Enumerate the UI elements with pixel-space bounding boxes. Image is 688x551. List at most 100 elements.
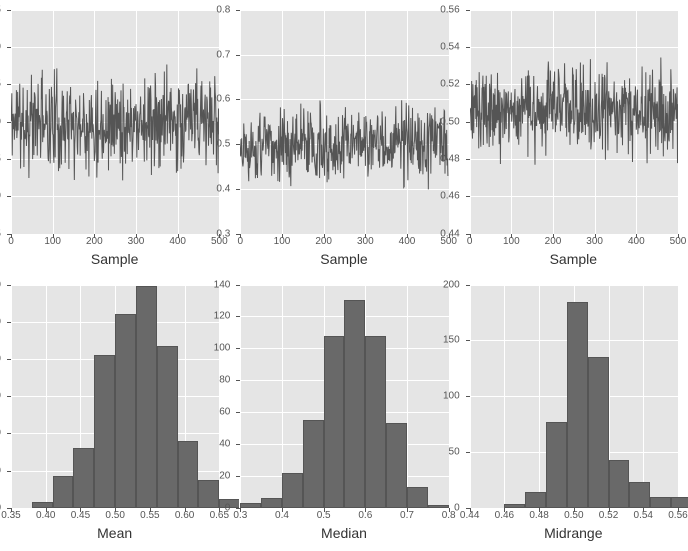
xlabel: Midrange (469, 525, 678, 541)
xtick-label: 0.40 (36, 510, 55, 521)
plot-area: 0.30.40.50.60.70.80100200300400500 (239, 10, 448, 235)
ytick-label: 0.48 (440, 153, 459, 164)
bar (198, 480, 219, 508)
ytick-label: 140 (214, 279, 231, 290)
histogram-bars (470, 285, 678, 509)
xtick-label: 0.7 (400, 510, 414, 521)
bar (261, 498, 282, 508)
xtick-label: 0.5 (317, 510, 331, 521)
xtick-label: 0.45 (71, 510, 90, 521)
bar (53, 476, 74, 508)
ytick-label: 0.56 (440, 5, 459, 16)
ytick-label: 0.5 (216, 139, 230, 150)
xtick-label: 0.46 (495, 510, 514, 521)
ytick-label: 80 (219, 375, 230, 386)
ytick-label: 100 (0, 316, 1, 327)
ytick-label: 0.3 (216, 228, 230, 239)
bar (407, 487, 428, 508)
ytick-label: 0.7 (216, 49, 230, 60)
ytick-label: 0.45 (0, 153, 1, 164)
bar (240, 503, 261, 508)
xtick-label: 400 (169, 236, 186, 247)
ytick-label: 0.54 (440, 42, 459, 53)
xtick-label: 0.3 (233, 510, 247, 521)
panel-2: 0.440.460.480.500.520.540.56010020030040… (469, 10, 678, 267)
ytick-label: 20 (0, 465, 1, 476)
bar (136, 286, 157, 508)
bar (386, 423, 407, 508)
xtick-label: 0.35 (1, 510, 20, 521)
bar (671, 497, 688, 508)
bar (282, 473, 303, 508)
xtick-label: 0.50 (105, 510, 124, 521)
xtick-label: 100 (503, 236, 520, 247)
xtick-label: 0.60 (175, 510, 194, 521)
xtick-label: 500 (670, 236, 687, 247)
xtick-label: 0 (8, 236, 14, 247)
ytick-label: 100 (443, 391, 460, 402)
line-series (240, 10, 448, 234)
plot-area: 0.350.400.450.500.550.600.65010020030040… (10, 10, 219, 235)
chart-grid: 0.350.400.450.500.550.600.65010020030040… (10, 10, 678, 541)
bar (588, 357, 609, 508)
ytick-label: 50 (449, 447, 460, 458)
plot-area: 0204060801001200.350.400.450.500.550.600… (10, 285, 219, 510)
bar (546, 422, 567, 508)
ytick-label: 0.4 (216, 183, 230, 194)
xtick-label: 300 (586, 236, 603, 247)
bar (157, 346, 178, 508)
panel-3: 0204060801001200.350.400.450.500.550.600… (10, 285, 219, 542)
ytick-label: 60 (0, 391, 1, 402)
bar (303, 420, 324, 508)
bar (324, 336, 345, 508)
bar (344, 300, 365, 508)
xtick-label: 300 (128, 236, 145, 247)
ytick-label: 0.35 (0, 228, 1, 239)
ytick-label: 100 (214, 343, 231, 354)
bar (525, 492, 546, 508)
plot-area: 0204060801001201400.30.40.50.60.70.8 (239, 285, 448, 510)
panel-0: 0.350.400.450.500.550.600.65010020030040… (10, 10, 219, 267)
plot-area: 0.440.460.480.500.520.540.56010020030040… (469, 10, 678, 235)
xtick-label: 0 (238, 236, 244, 247)
ytick-label: 120 (0, 279, 1, 290)
xtick-label: 0.4 (275, 510, 289, 521)
ytick-label: 0.8 (216, 5, 230, 16)
xtick-label: 200 (545, 236, 562, 247)
bar (428, 505, 449, 508)
ytick-label: 0 (225, 503, 231, 514)
xtick-label: 0.55 (140, 510, 159, 521)
xtick-label: 300 (357, 236, 374, 247)
xtick-label: 200 (315, 236, 332, 247)
xtick-label: 0.52 (599, 510, 618, 521)
bar (650, 497, 671, 508)
xtick-label: 400 (628, 236, 645, 247)
xlabel: Sample (239, 251, 448, 267)
xlabel: Mean (10, 525, 219, 541)
panel-1: 0.30.40.50.60.70.80100200300400500 Sample (239, 10, 448, 267)
ytick-label: 0.52 (440, 79, 459, 90)
ytick-label: 40 (219, 439, 230, 450)
bar (115, 314, 136, 508)
ytick-label: 0.50 (440, 116, 459, 127)
line-series (470, 10, 678, 234)
histogram-bars (240, 285, 448, 509)
ytick-label: 0.60 (0, 42, 1, 53)
ytick-label: 0.46 (440, 191, 459, 202)
xlabel: Sample (469, 251, 678, 267)
xlabel: Median (239, 525, 448, 541)
xtick-label: 0 (467, 236, 473, 247)
panel-4: 0204060801001201400.30.40.50.60.70.8 Medi… (239, 285, 448, 542)
ytick-label: 0.55 (0, 79, 1, 90)
ytick-label: 0.40 (0, 191, 1, 202)
bar (94, 355, 115, 508)
bar (629, 482, 650, 508)
ytick-label: 40 (0, 428, 1, 439)
ytick-label: 0.50 (0, 116, 1, 127)
ytick-label: 200 (443, 279, 460, 290)
ytick-label: 120 (214, 311, 231, 322)
bar (365, 336, 386, 508)
bar (73, 448, 94, 508)
ytick-label: 60 (219, 407, 230, 418)
plot-area: 0501001502000.440.460.480.500.520.540.56 (469, 285, 678, 510)
